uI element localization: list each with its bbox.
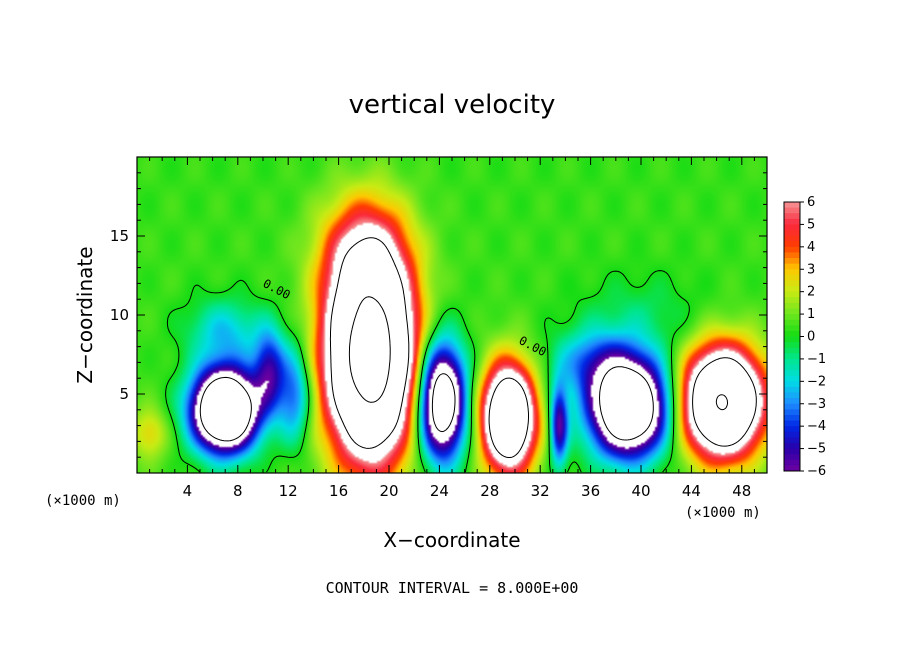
colorbar-tick-label: 2 [807, 285, 815, 300]
colorbar-tick-label: 3 [807, 262, 815, 277]
colorbar-swatch [784, 459, 800, 466]
x-tick-label: 48 [732, 482, 751, 500]
colorbar-swatch [784, 431, 800, 438]
colorbar-swatch [784, 314, 800, 321]
colorbar-swatch [784, 230, 800, 237]
colorbar-swatch [784, 291, 800, 298]
colorbar-swatch [784, 403, 800, 410]
colorbar-tick-label: 0 [807, 330, 815, 345]
colorbar-tick-label: 1 [807, 307, 815, 322]
contour-negative [199, 366, 654, 442]
x-tick-label: 32 [531, 482, 550, 500]
colorbar-tick-label: 5 [807, 217, 815, 232]
colorbar-swatch [784, 364, 800, 371]
colorbar-swatch [784, 426, 800, 433]
colorbar-swatch [784, 330, 800, 337]
y-tick-label: 5 [119, 385, 129, 403]
colorbar-tick-label: −6 [807, 464, 826, 479]
colorbar-tick-label: −5 [807, 442, 826, 457]
colorbar-swatch [784, 241, 800, 248]
x-unit-label: (×1000 m) [685, 505, 761, 521]
colorbar-tick-label: −1 [807, 352, 826, 367]
colorbar-swatch [784, 224, 800, 231]
x-tick-label: 8 [233, 482, 243, 500]
x-tick-label: 24 [430, 482, 449, 500]
x-tick-label: 44 [682, 482, 701, 500]
colorbar-tick-label: −4 [807, 419, 826, 434]
colorbar-swatch [784, 437, 800, 444]
colorbar-swatch [784, 336, 800, 343]
colorbar-swatch [784, 454, 800, 461]
colorbar-tick-label: −3 [807, 397, 826, 412]
colorbar-swatch [784, 420, 800, 427]
colorbar-swatch [784, 375, 800, 382]
x-tick-label: 40 [631, 482, 650, 500]
colorbar-swatch [784, 465, 800, 472]
x-ticks: 4 8 12 16 20 24 28 32 36 40 44 48 [149, 157, 755, 500]
colorbar-swatch [784, 398, 800, 405]
colorbar-swatch [784, 325, 800, 332]
contour-zero [165, 270, 690, 473]
colorbar-tick-label: 4 [807, 240, 815, 255]
colorbar-swatch [784, 274, 800, 281]
y-tick-label: 15 [110, 227, 129, 245]
colorbar-swatch [784, 246, 800, 253]
colorbar: 6 5 4 3 2 1 0 −1 −2 −3 −4 −5 −6 [783, 195, 826, 479]
y-axis-title: Z−coordinate [73, 246, 97, 383]
y-tick-label: 10 [110, 306, 129, 324]
colorbar-swatch [784, 448, 800, 455]
heatmap-field [137, 157, 767, 473]
colorbar-swatch [784, 218, 800, 225]
contour-positive [329, 237, 757, 458]
contour-interval-note: CONTOUR INTERVAL = 8.000E+00 [326, 579, 579, 597]
colorbar-tick-label: −2 [807, 374, 826, 389]
colorbar-swatch [784, 269, 800, 276]
colorbar-swatch [784, 381, 800, 388]
contour-positive [348, 296, 728, 411]
colorbar-swatch [784, 302, 800, 309]
colorbar-swatch [784, 252, 800, 259]
colorbar-swatch [784, 286, 800, 293]
x-tick-label: 20 [379, 482, 398, 500]
colorbar-swatch [784, 319, 800, 326]
colorbar-swatch [784, 358, 800, 366]
x-axis-title: X−coordinate [383, 528, 520, 552]
colorbar-swatch [784, 280, 800, 287]
colorbar-swatch [784, 347, 800, 354]
x-tick-label: 4 [183, 482, 193, 500]
colorbar-swatch [784, 353, 800, 360]
colorbar-swatch [784, 342, 800, 349]
colorbar-swatch [784, 442, 800, 450]
colorbar-swatch [784, 263, 800, 270]
colorbar-swatch [784, 235, 800, 242]
x-tick-label: 36 [581, 482, 600, 500]
contour-lines [165, 237, 757, 473]
colorbar-swatch [784, 202, 800, 209]
colorbar-swatch [784, 392, 800, 399]
y-ticks: 5 10 15 [110, 172, 767, 458]
z-unit-label: (×1000 m) [45, 493, 121, 509]
colorbar-swatch [784, 414, 800, 422]
colorbar-swatch [784, 370, 800, 377]
colorbar-swatch [784, 308, 800, 315]
colorbar-swatch [784, 297, 800, 304]
x-tick-label: 12 [279, 482, 298, 500]
colorbar-swatch [784, 213, 800, 220]
chart-title: vertical velocity [349, 90, 556, 120]
colorbar-swatch [784, 207, 800, 214]
colorbar-tick-label: 6 [807, 195, 815, 210]
colorbar-swatch [784, 258, 800, 265]
x-tick-label: 28 [480, 482, 499, 500]
colorbar-swatch [784, 409, 800, 416]
x-tick-label: 16 [329, 482, 348, 500]
colorbar-swatch [784, 386, 800, 394]
